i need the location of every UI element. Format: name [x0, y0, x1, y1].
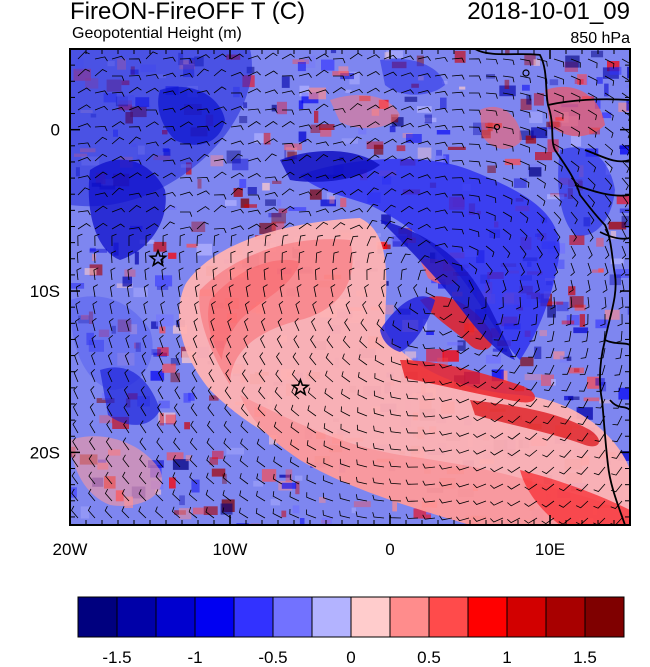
map-axes: 20W 10W 0 10E 0 10S 20S — [30, 48, 631, 559]
map-frame — [69, 48, 631, 526]
colorbar-box — [233, 596, 274, 638]
star-markers — [148, 248, 311, 397]
lat-tick-label: 10S — [30, 282, 60, 301]
colorbar: -1.5 -1 -0.5 0 0.5 1 1.5 — [77, 596, 625, 667]
colorbar-tick-label: 1.5 — [573, 648, 597, 667]
colorbar-box — [467, 596, 508, 638]
colorbar-box — [584, 596, 625, 638]
colorbar-box — [116, 596, 157, 638]
colorbar-box — [194, 596, 235, 638]
datetime-label: 2018-10-01_09 — [467, 0, 630, 25]
colorbar-tick-label: 0 — [346, 648, 355, 667]
lat-tick-label: 20S — [30, 443, 60, 462]
colorbar-tick-label: 0.5 — [417, 648, 441, 667]
map-panel — [70, 49, 630, 525]
colorbar-box — [311, 596, 352, 638]
lon-tick-label: 20W — [53, 540, 88, 559]
lat-tick-label: 0 — [51, 121, 60, 140]
colorbar-tick-label: -0.5 — [258, 648, 287, 667]
colorbar-tick-label: -1.5 — [102, 648, 131, 667]
colorbar-box — [155, 596, 196, 638]
colorbar-box — [506, 596, 547, 638]
lon-tick-label: 10W — [213, 540, 248, 559]
islands — [493, 69, 530, 131]
contour-variable-label: Geopotential Height (m) — [72, 25, 242, 42]
colorbar-tick-label: 1 — [502, 648, 511, 667]
colorbar-box — [77, 596, 118, 638]
plot-title: FireON-FireOFF T (C) — [70, 0, 306, 25]
colorbar-box — [272, 596, 313, 638]
colorbar-tick-label: -1 — [187, 648, 202, 667]
colorbar-box — [545, 596, 586, 638]
colorbar-box — [389, 596, 430, 638]
africa-coastline — [474, 49, 630, 525]
star-marker-2 — [290, 377, 311, 397]
lon-tick-label: 10E — [535, 540, 565, 559]
pressure-level-label: 850 hPa — [570, 30, 630, 47]
wind-barbs — [71, 51, 630, 525]
lon-tick-label: 0 — [385, 540, 394, 559]
colorbar-box — [428, 596, 469, 638]
colorbar-box — [350, 596, 391, 638]
star-marker-1 — [148, 248, 168, 267]
